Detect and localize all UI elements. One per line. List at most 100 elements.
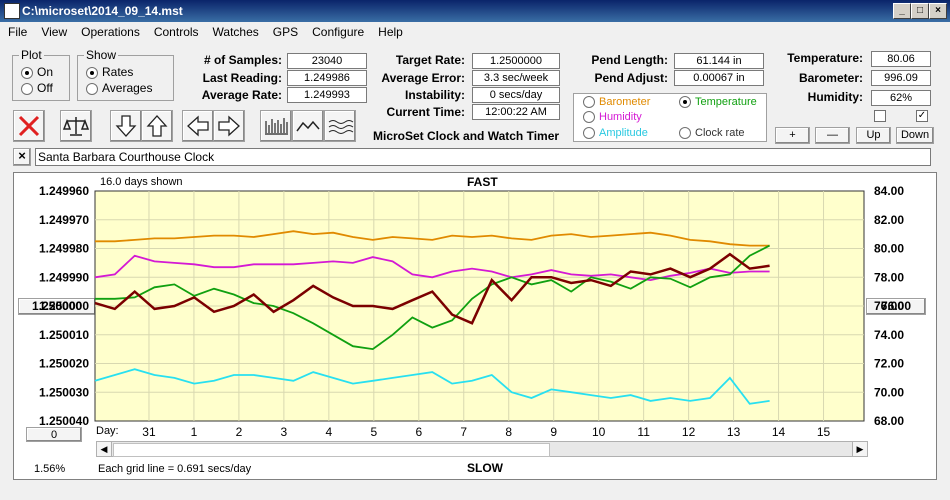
x-tick-label: 10 — [592, 425, 606, 439]
barometer-label: Barometer: — [798, 71, 863, 85]
x-tick-label: 31 — [142, 425, 156, 439]
day-axis-label: Day: — [96, 425, 119, 437]
series-line-clock-rate — [94, 252, 770, 325]
up-button[interactable]: Up — [856, 127, 891, 144]
x-tick-label: 5 — [370, 425, 377, 439]
samples-value: 23040 — [287, 53, 367, 69]
app-icon — [4, 3, 20, 19]
x-tick-label: 6 — [415, 425, 422, 439]
legend-temperature-label: Temperature — [695, 96, 757, 108]
horizontal-scrollbar[interactable]: ◀ ▶ — [96, 441, 868, 457]
day-axis-ticks: 31 1 2 3 4 5 6 7 8 9 10 11 12 13 14 15 — [142, 425, 830, 439]
instability-value: 0 secs/day — [472, 87, 560, 103]
menu-view[interactable]: View — [41, 25, 68, 39]
legend-temperature[interactable]: Temperature — [679, 96, 757, 109]
offset-box[interactable]: 1.250000 — [18, 298, 96, 315]
y-right-tick-label: 80.00 — [874, 242, 904, 256]
y-right-tick-label: 82.00 — [874, 213, 904, 227]
right-arrow-button[interactable] — [213, 110, 245, 142]
plot-off-radio[interactable]: Off — [21, 81, 53, 95]
window-title: C:\microset\2014_09_14.mst — [22, 4, 183, 18]
left-bottom-box[interactable]: 0 — [26, 427, 82, 442]
legend-humidity[interactable]: Humidity — [583, 111, 642, 124]
arrow-right-icon — [218, 115, 240, 137]
up-arrow-button[interactable] — [141, 110, 173, 142]
y-right-tick-label: 72.00 — [874, 357, 904, 371]
humidity-value: 62% — [871, 90, 931, 106]
average-rate-value: 1.249993 — [287, 87, 367, 103]
balance-button[interactable] — [60, 110, 92, 142]
instability-label: Instability: — [404, 88, 465, 102]
arrow-down-icon — [115, 115, 137, 137]
left-checkbox[interactable] — [874, 110, 886, 122]
plot-group-label: Plot — [19, 48, 44, 62]
line-chart-icon — [296, 120, 320, 132]
left-axis-ticks: 1.249960 1.249970 1.249980 1.249990 1.250000… — [39, 184, 89, 428]
minimize-button[interactable]: _ — [893, 3, 911, 19]
rate-chart: 1.249960 1.249970 1.249980 1.249990 1.250000… — [39, 184, 904, 439]
right-value-box[interactable]: 76.00 — [866, 298, 926, 315]
left-arrow-button[interactable] — [182, 110, 214, 142]
series-lines — [94, 230, 771, 405]
balance-scale-icon — [62, 117, 90, 136]
y-right-tick-label: 74.00 — [874, 328, 904, 342]
plot-panel: 16.0 days shown FAST SLOW 1.56% Each gri… — [13, 172, 937, 480]
scroll-left-icon[interactable]: ◀ — [97, 442, 112, 456]
plus-button[interactable]: + — [775, 127, 810, 144]
radio-icon — [583, 127, 595, 140]
clear-name-button[interactable]: × — [13, 148, 31, 166]
maximize-button[interactable]: □ — [911, 3, 929, 19]
menu-watches[interactable]: Watches — [212, 25, 259, 39]
menu-help[interactable]: Help — [378, 25, 403, 39]
right-checkbox[interactable]: ✓ — [916, 110, 928, 122]
pend-adjust-label: Pend Adjust: — [594, 71, 668, 85]
current-time-value: 12:00:22 AM — [472, 104, 560, 120]
close-window-button[interactable]: × — [929, 3, 947, 19]
radio-icon — [679, 127, 691, 140]
pend-length-value[interactable]: 61.144 in — [674, 53, 764, 69]
show-rates-radio[interactable]: Rates — [86, 65, 133, 79]
menu-controls[interactable]: Controls — [153, 25, 199, 39]
x-tick-label: 9 — [550, 425, 557, 439]
temperature-label: Temperature: — [787, 51, 863, 65]
y-left-tick-label: 1.249970 — [39, 213, 89, 227]
down-button[interactable]: Down — [896, 127, 934, 144]
menu-operations[interactable]: Operations — [81, 25, 140, 39]
scroll-thumb[interactable] — [113, 443, 550, 457]
y-left-tick-label: 1.249990 — [39, 270, 89, 284]
last-reading-value: 1.249986 — [287, 70, 367, 86]
average-error-label: Average Error: — [381, 71, 465, 85]
bars-view-button[interactable] — [260, 110, 292, 142]
menu-gps[interactable]: GPS — [272, 25, 299, 39]
line-view-button[interactable] — [292, 110, 324, 142]
menu-file[interactable]: File — [8, 25, 28, 39]
down-arrow-button[interactable] — [110, 110, 142, 142]
clock-name-input[interactable]: Santa Barbara Courthouse Clock — [35, 148, 931, 166]
menu-configure[interactable]: Configure — [312, 25, 365, 39]
target-rate-value[interactable]: 1.2500000 — [472, 53, 560, 69]
fast-label: FAST — [467, 175, 498, 189]
minus-button[interactable]: — — [815, 127, 850, 144]
radio-icon — [583, 111, 595, 124]
legend-amplitude[interactable]: Amplitude — [583, 127, 648, 140]
plot-on-label: On — [37, 65, 54, 79]
x-tick-label: 3 — [281, 425, 288, 439]
radio-icon — [86, 82, 98, 95]
stop-button[interactable] — [13, 110, 45, 142]
x-tick-label: 11 — [637, 425, 650, 439]
legend-clock-rate[interactable]: Clock rate — [679, 127, 745, 140]
average-error-value: 3.3 sec/week — [472, 70, 560, 86]
slow-label: SLOW — [467, 461, 503, 475]
smooth-view-button[interactable] — [324, 110, 356, 142]
plot-on-radio[interactable]: On — [21, 65, 53, 79]
scroll-right-icon[interactable]: ▶ — [852, 442, 867, 456]
x-tick-label: 4 — [326, 425, 333, 439]
y-right-tick-label: 68.00 — [874, 414, 904, 428]
legend-barometer-label: Barometer — [599, 96, 651, 108]
show-group-label: Show — [84, 48, 119, 62]
radio-icon — [21, 66, 33, 79]
bar-chart-icon — [265, 118, 288, 135]
legend-barometer[interactable]: Barometer — [583, 96, 651, 109]
show-averages-radio[interactable]: Averages — [86, 81, 152, 95]
y-left-tick-label: 1.250030 — [39, 385, 89, 399]
